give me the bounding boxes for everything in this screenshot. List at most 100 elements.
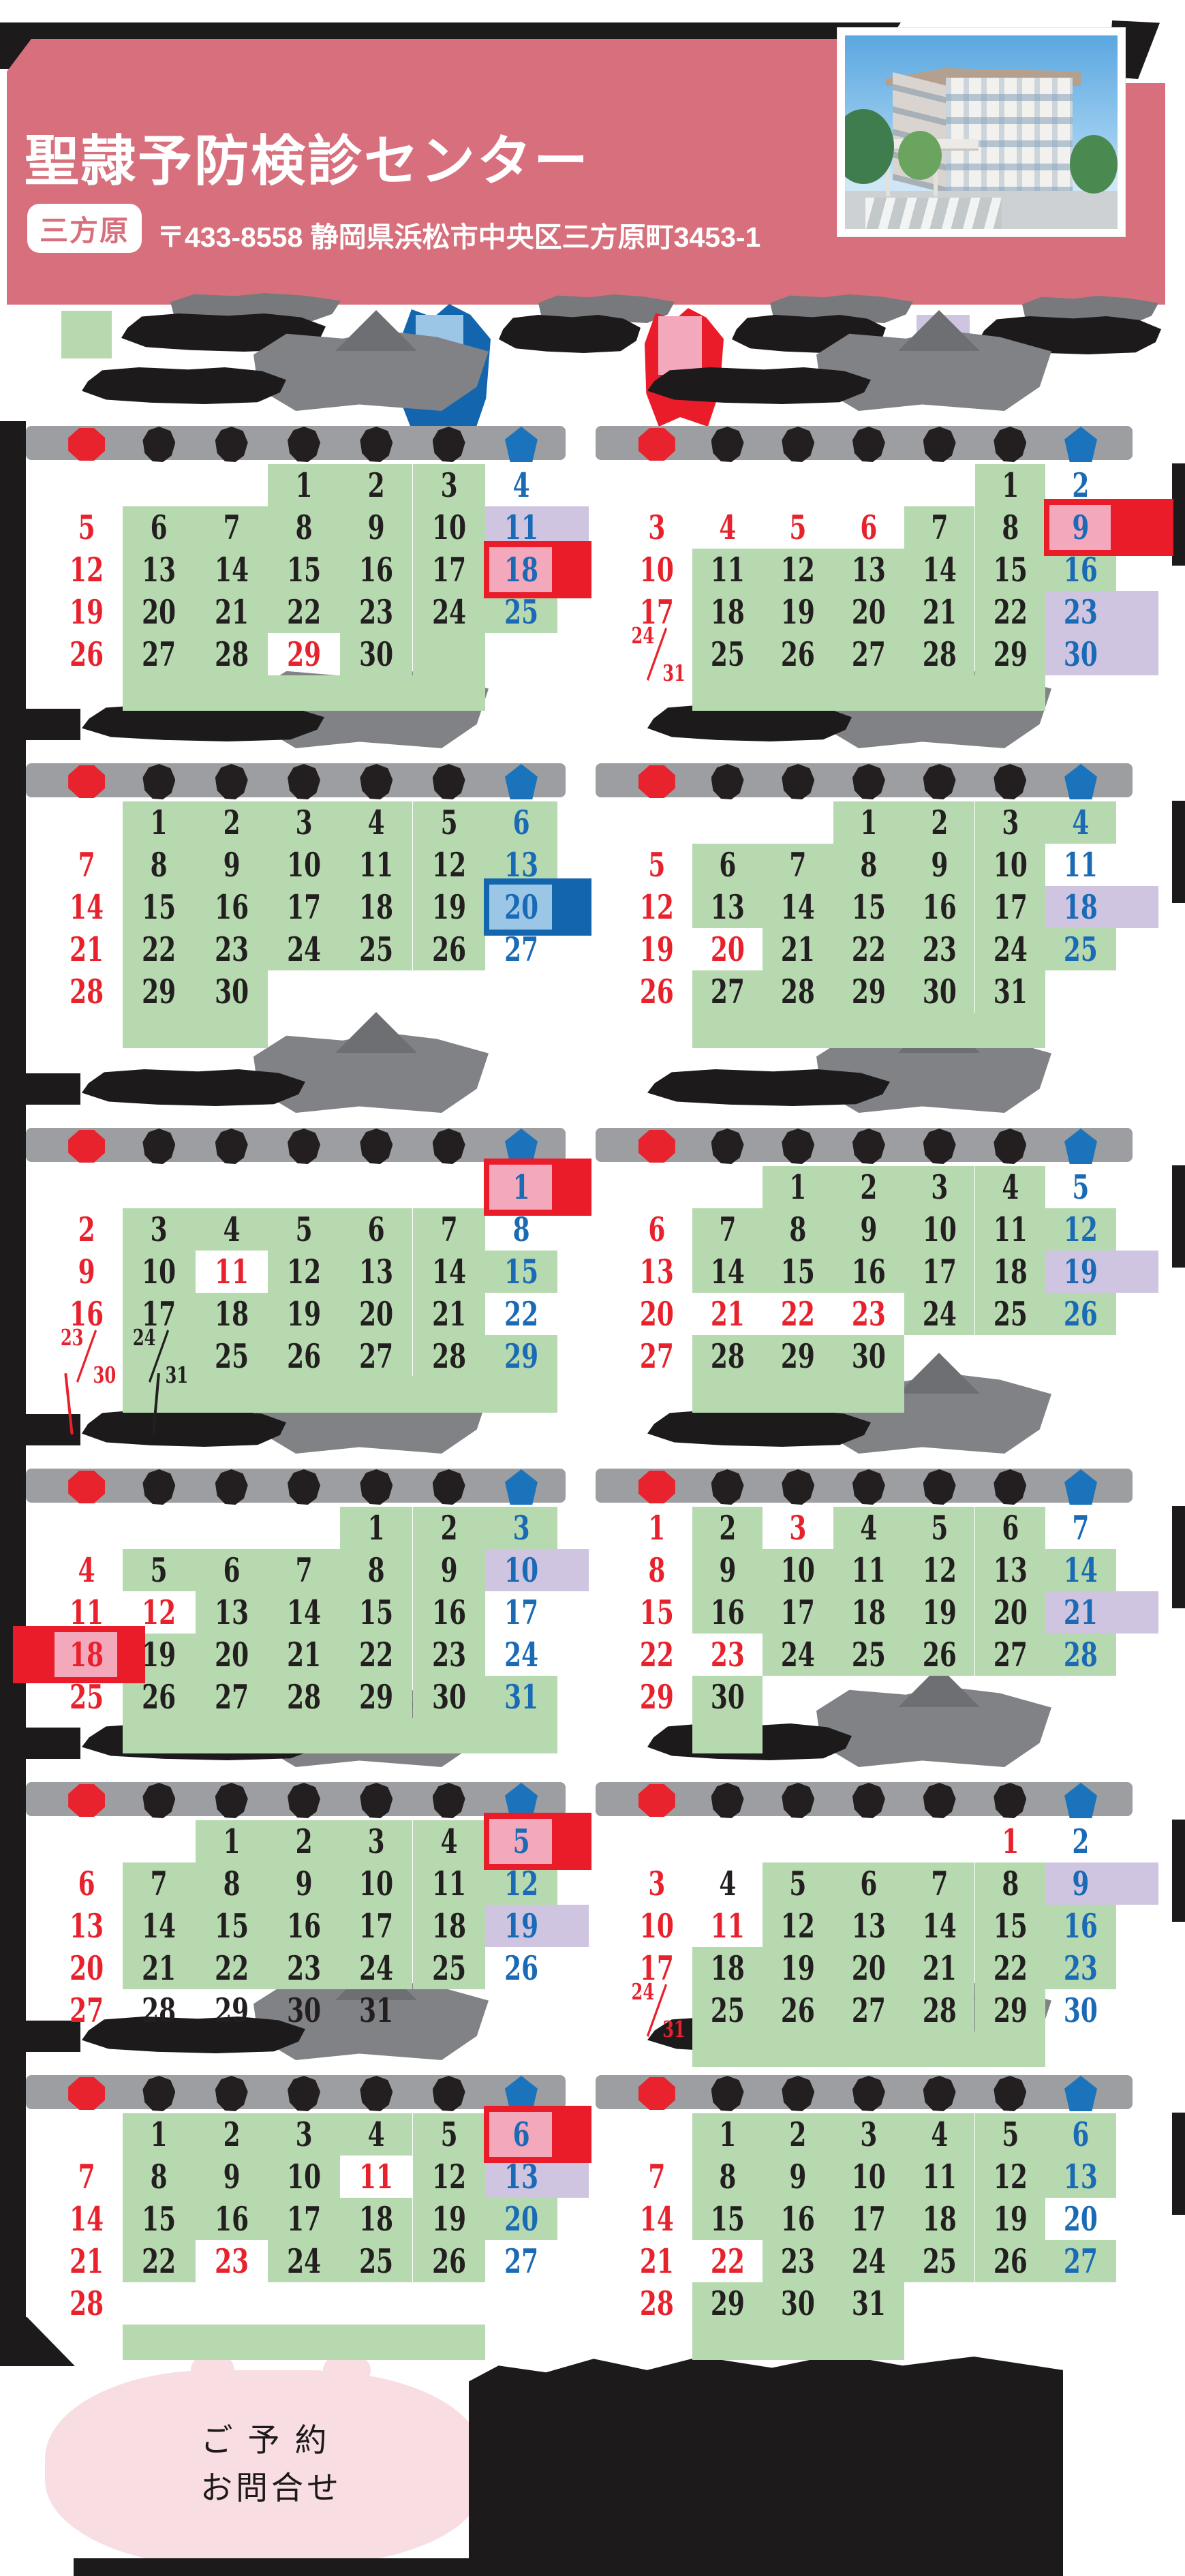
day-number: 28 — [922, 634, 957, 674]
day-number-lower: 30 — [93, 1362, 117, 1389]
day-number: 28 — [922, 1991, 957, 2030]
day-cell — [267, 1251, 341, 1293]
day-number: 25 — [993, 1294, 1028, 1334]
facility-photo — [837, 27, 1126, 237]
day-number: 13 — [142, 550, 176, 589]
day-number: 5 — [440, 803, 458, 842]
month-4-title-redacted — [647, 705, 852, 741]
day-number: 24 31 — [629, 623, 686, 686]
day-cell — [123, 1947, 196, 1989]
day-number: 30 — [359, 634, 394, 674]
day-cell — [763, 1549, 834, 1591]
day-cell — [833, 1208, 904, 1251]
month-8-green-tail — [692, 1718, 763, 1753]
day-cell — [833, 1862, 904, 1905]
day-number: 9 — [789, 2157, 807, 2196]
month-6-title-redacted — [647, 1069, 890, 1106]
day-cell — [1045, 1251, 1158, 1293]
day-cell — [833, 1507, 904, 1549]
day-number: 13 — [70, 1906, 104, 1946]
month-12-weekday-icon-wednesday — [852, 2076, 885, 2111]
day-number: 19 — [639, 930, 674, 969]
day-number: 20 — [639, 1294, 674, 1334]
day-number: 28 — [431, 1336, 466, 1376]
day-number: 6 — [860, 1864, 878, 1903]
day-cell — [340, 2113, 413, 2156]
day-number: 11 — [710, 550, 745, 589]
day-number: 17 — [922, 1252, 957, 1291]
day-number: 5 — [789, 1864, 807, 1903]
day-number: 27 — [504, 930, 538, 969]
day-number: 19 — [431, 2199, 466, 2239]
day-number: 4 — [719, 1864, 737, 1903]
day-number: 4 — [719, 508, 737, 547]
day-cell — [340, 801, 413, 844]
day-number: 29 — [287, 634, 322, 674]
day-cell — [692, 1335, 763, 1377]
day-cell — [904, 1862, 975, 1905]
day-number: 16 — [287, 1906, 322, 1946]
day-number: 29 — [639, 1677, 674, 1717]
day-number: 23 — [1064, 592, 1098, 632]
day-number: 12 — [781, 550, 816, 589]
day-cell — [1045, 2156, 1116, 2198]
day-cell — [833, 2240, 904, 2282]
day-number-upper: 24 — [631, 1979, 655, 2006]
day-number: 13 — [504, 2157, 538, 2196]
day-number: 11 — [993, 1210, 1028, 1249]
day-cell — [340, 2198, 413, 2240]
day-number: 31 — [851, 2284, 886, 2323]
day-cell — [833, 801, 904, 844]
day-number: 11 — [922, 2157, 957, 2196]
day-number: 25 — [922, 2241, 957, 2281]
day-number: 5 — [648, 845, 666, 885]
day-cell — [692, 844, 763, 886]
day-number: 6 — [223, 1550, 241, 1590]
day-cell — [340, 549, 413, 591]
day-number: 7 — [1072, 1508, 1090, 1548]
day-number: 9 — [440, 1550, 458, 1590]
month-4-weekday-icon-tuesday — [782, 764, 815, 799]
month-4-weekday-icon-sunday — [638, 765, 675, 798]
day-cell — [412, 549, 485, 591]
day-number: 16 — [70, 1294, 104, 1334]
month-9-weekday-icon-thursday — [360, 1783, 393, 1818]
day-cell — [904, 844, 975, 886]
day-number: 1 — [860, 803, 878, 842]
day-cell — [195, 970, 268, 1013]
day-number: 10 — [993, 845, 1028, 885]
day-number: 19 — [287, 1294, 322, 1334]
day-cell — [340, 1335, 413, 1377]
day-number: 2 — [78, 1210, 95, 1249]
day-cell — [974, 1591, 1046, 1634]
day-number: 26 — [639, 972, 674, 1011]
day-number: 9 — [1072, 508, 1090, 547]
day-number: 20 — [851, 1948, 886, 1988]
day-cell — [412, 1293, 485, 1335]
day-cell — [692, 886, 763, 928]
day-number: 16 — [1064, 1906, 1098, 1946]
month-8-weekday-icon-tuesday — [782, 1469, 815, 1505]
day-number: 4 — [367, 803, 385, 842]
day-number: 9 — [78, 1252, 95, 1291]
day-cell — [833, 886, 904, 928]
day-cell — [904, 549, 975, 591]
day-number-upper: 24 — [631, 623, 655, 649]
day-cell — [412, 1947, 485, 1989]
day-number: 6 — [512, 803, 530, 842]
day-number: 21 — [1064, 1593, 1098, 1632]
day-cell — [340, 928, 413, 970]
month-8-weekday-icon-sunday — [638, 1471, 675, 1503]
day-number: 30 — [1064, 634, 1098, 674]
redacted-contact-info — [469, 2354, 1063, 2576]
day-number: 26 — [922, 1635, 957, 1674]
day-number: 26 — [1064, 1294, 1098, 1334]
day-cell — [904, 1251, 975, 1293]
day-cell — [974, 506, 1046, 549]
day-cell — [267, 1676, 341, 1718]
month-9-weekday-icon-tuesday — [215, 1783, 248, 1818]
day-cell — [412, 1251, 485, 1293]
month-2-weekday-icon-sunday — [638, 428, 675, 461]
day-cell — [484, 1507, 558, 1549]
day-cell — [340, 1549, 413, 1591]
